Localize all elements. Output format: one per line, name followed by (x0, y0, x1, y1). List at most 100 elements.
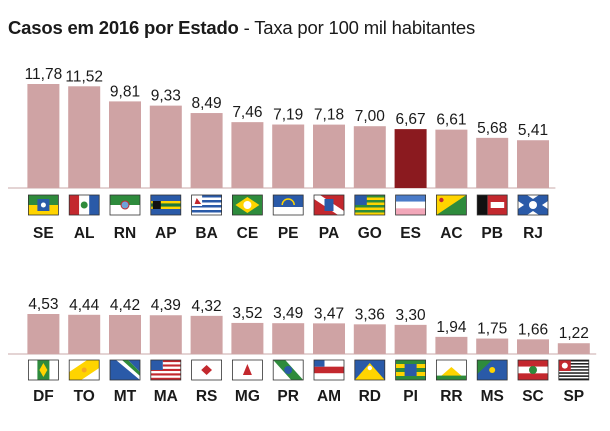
category-label-mg: MG (235, 388, 260, 405)
flag-pa-icon (313, 194, 345, 216)
bar-sp (557, 343, 590, 354)
category-label-pa: PA (319, 225, 339, 242)
data-label-sp: 1,22 (559, 325, 589, 342)
bar-pb (476, 137, 509, 188)
bar-df (27, 314, 60, 354)
flag-rj-icon (517, 194, 549, 216)
data-label-es: 6,67 (396, 111, 426, 128)
category-label-pb: PB (481, 225, 503, 242)
data-label-rd: 3,36 (355, 306, 385, 323)
flag-ce-icon (231, 194, 263, 216)
data-label-pa: 7,18 (314, 107, 344, 124)
category-label-ce: CE (237, 225, 259, 242)
chart-row-2: 4,53 DF 4,44 TO 4,42 MT 4,39 MA 4,32 RS 3,52 MG 3,49… (8, 296, 597, 405)
category-label-rd: RD (359, 388, 381, 405)
data-label-to: 4,44 (69, 297, 100, 314)
data-label-df: 4,53 (28, 296, 58, 313)
category-label-se: SE (33, 225, 54, 242)
flag-sp-icon (558, 359, 590, 381)
category-label-rr: RR (440, 388, 462, 405)
category-label-ms: MS (481, 388, 504, 405)
chart-title-main: Casos em 2016 por Estado (8, 17, 239, 38)
category-label-mt: MT (114, 388, 137, 405)
bar-ma (149, 315, 182, 354)
data-label-pr: 3,49 (273, 305, 303, 322)
category-label-ba: BA (195, 225, 217, 242)
bar-sc (517, 339, 549, 354)
category-label-sc: SC (522, 388, 544, 405)
bar-pa (313, 124, 345, 188)
flag-df-icon (27, 359, 59, 381)
flag-al-icon (68, 194, 100, 216)
chart-title-separator: - (238, 17, 255, 38)
chart-subtitle: Taxa por 100 mil habitantes (254, 17, 476, 38)
bar-ac (435, 129, 468, 188)
flag-mt-icon (109, 359, 141, 381)
data-label-go: 7,00 (355, 108, 386, 125)
bar-am (313, 323, 345, 354)
data-label-rr: 1,94 (436, 319, 467, 336)
data-label-ba: 8,49 (192, 95, 222, 112)
flag-ac-icon (435, 194, 467, 216)
bar-rn (109, 101, 141, 188)
bar-pr (272, 323, 305, 354)
category-label-es: ES (400, 225, 421, 242)
bar-es (394, 129, 427, 188)
category-label-rs: RS (196, 388, 218, 405)
chart-title: Casos em 2016 por Estado - Taxa por 100 … (8, 17, 475, 39)
flag-es-icon (395, 194, 427, 216)
category-label-pr: PR (277, 388, 299, 405)
data-label-rs: 4,32 (192, 298, 222, 315)
data-label-pb: 5,68 (477, 120, 507, 137)
bar-ba (190, 113, 223, 188)
bar-rs (190, 315, 223, 354)
bar-rd (353, 324, 386, 354)
data-label-am: 3,47 (314, 305, 344, 322)
flag-to-icon (68, 359, 100, 381)
flag-mg-icon (231, 359, 263, 381)
bar-rj (517, 140, 549, 188)
flag-se-icon (27, 194, 59, 216)
data-label-al: 11,52 (65, 68, 103, 85)
bar-mg (231, 322, 264, 354)
flag-rr-icon (435, 359, 467, 381)
data-label-rj: 5,41 (518, 122, 548, 139)
category-label-rn: RN (114, 225, 136, 242)
bar-al (68, 86, 101, 188)
data-label-pi: 3,30 (396, 307, 427, 324)
category-label-al: AL (74, 225, 95, 242)
bar-mt (109, 314, 141, 354)
data-label-sc: 1,66 (518, 321, 548, 338)
chart-row-1: 11,78 SE 11,52 AL 9,81 RN 9,33 AP 8,49 BA 7,46 CE 7,… (8, 66, 556, 242)
flag-ms-icon (476, 359, 508, 381)
bar-go (353, 126, 386, 188)
bar-ms (476, 338, 509, 354)
bar-pi (394, 324, 427, 354)
flag-go-icon (354, 194, 386, 216)
data-label-ap: 9,33 (151, 88, 181, 105)
category-label-df: DF (33, 388, 54, 405)
flag-rn-icon (109, 194, 141, 216)
category-label-ac: AC (440, 225, 462, 242)
flag-sc-icon (517, 359, 549, 381)
data-label-ce: 7,46 (232, 104, 262, 121)
flag-pb-icon (476, 194, 508, 216)
flag-ma-icon (150, 359, 182, 381)
data-label-mg: 3,52 (232, 305, 262, 322)
flag-pr-icon (272, 359, 304, 381)
flag-pe-icon (272, 194, 304, 216)
bar-rr (435, 336, 468, 354)
data-label-ac: 6,61 (436, 112, 466, 129)
bar-se (27, 84, 60, 188)
bar-ap (149, 105, 182, 188)
flag-ap-icon (150, 194, 182, 216)
data-label-se: 11,78 (25, 66, 63, 83)
data-label-rn: 9,81 (110, 83, 140, 100)
data-label-ms: 1,75 (477, 321, 507, 338)
category-label-to: TO (74, 388, 95, 405)
flag-pi-icon (395, 359, 427, 381)
data-label-mt: 4,42 (110, 297, 140, 314)
category-label-pe: PE (278, 225, 299, 242)
bar-to (68, 314, 101, 354)
